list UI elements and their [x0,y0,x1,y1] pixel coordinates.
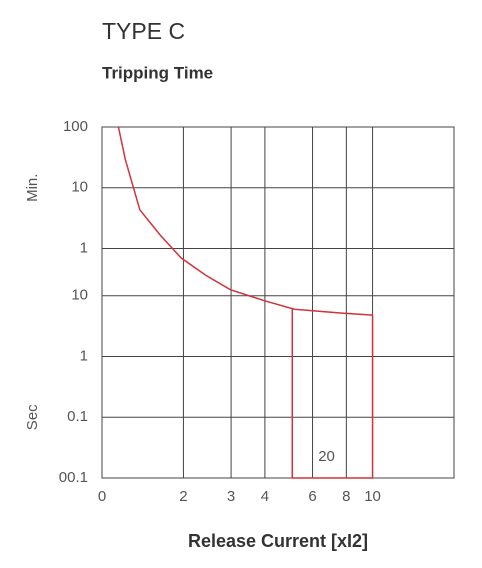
series-line [117,126,373,316]
plot-frame [101,126,455,479]
y-tick-label: 10 [71,287,88,304]
x-tick-label: 6 [308,488,316,505]
y-tick-label: 10 [71,179,88,196]
y-tick-label: 1 [80,239,88,256]
series-line [291,309,374,479]
x-tick-label: 10 [364,488,381,505]
y-axis-label: Min. [24,174,41,202]
x-axis-label: Release Current [xI2] [188,531,368,551]
annotation: 20 [318,448,335,465]
chart-subtitle: Tripping Time [102,63,213,82]
chart-title: TYPE C [102,18,185,44]
y-tick-label: 100 [63,118,88,135]
y-axis-label: Sec [24,404,41,430]
x-tick-label: 2 [179,488,187,505]
x-tick-label: 4 [261,488,269,505]
y-tick-label: 0.1 [67,408,88,425]
x-tick-label: 0 [98,488,106,505]
x-tick-label: 8 [342,488,350,505]
x-tick-label: 3 [227,488,235,505]
y-tick-label: 1 [80,347,88,364]
y-tick-label: 00.1 [59,469,88,486]
